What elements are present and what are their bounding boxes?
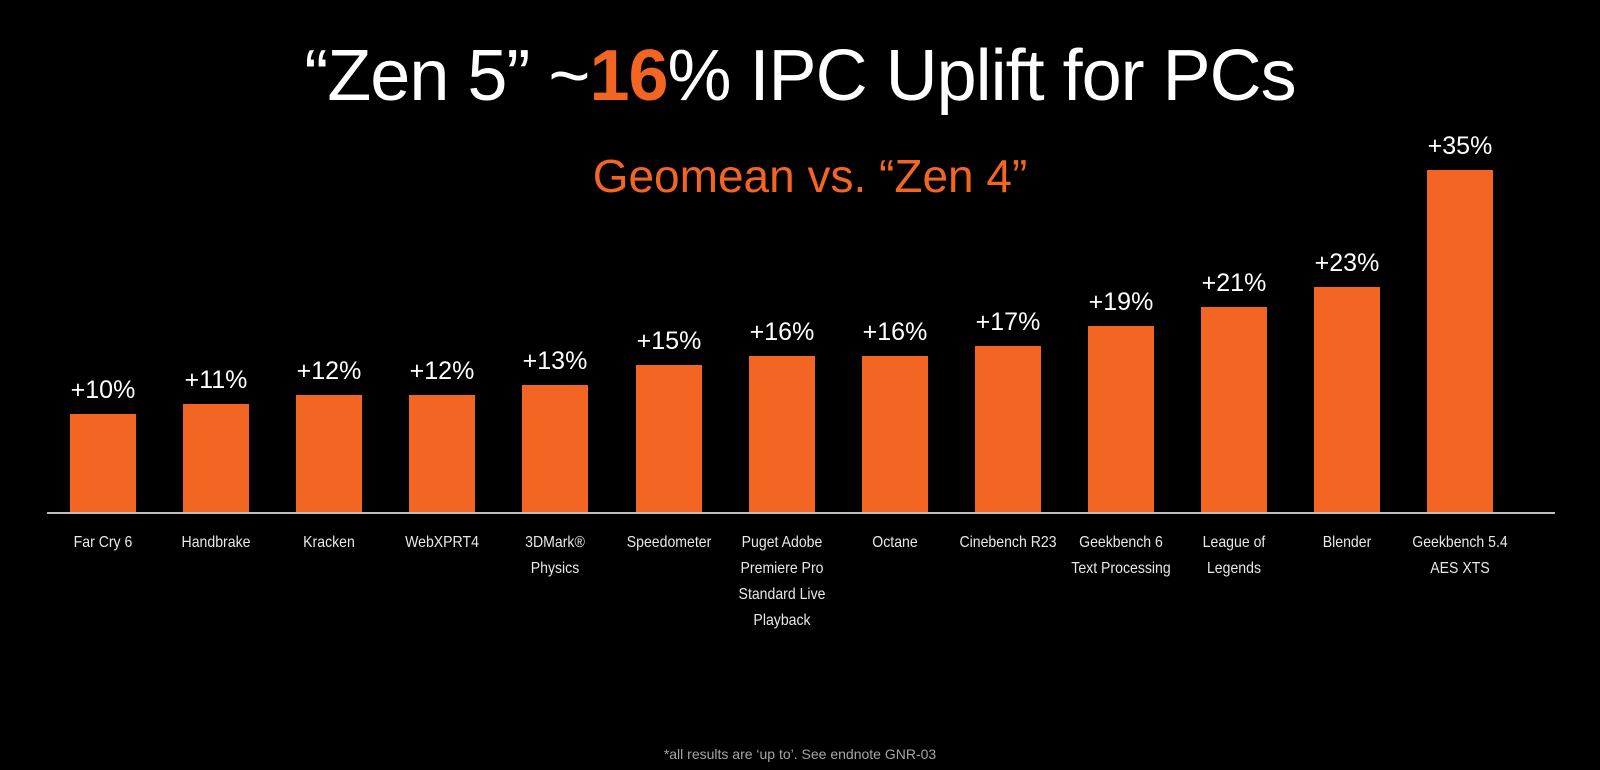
category-label: Cinebench R23 [959, 534, 1057, 551]
bar [522, 385, 588, 512]
bar-value-label: +12% [296, 357, 362, 385]
category-label: Handbrake [181, 534, 251, 551]
bar [862, 356, 928, 512]
bar [1088, 326, 1154, 512]
bar-value-label: +15% [636, 327, 702, 355]
bar [975, 346, 1041, 512]
bar [70, 414, 136, 512]
category-label: League of Legends [1202, 534, 1266, 577]
category-label: Geekbench 6 Text Processing [1071, 534, 1171, 577]
bar-value-label: +12% [409, 357, 475, 385]
page-title: “Zen 5” ~16% IPC Uplift for PCs [0, 40, 1600, 112]
category-label: Geekbench 5.4 AES XTS [1412, 534, 1508, 577]
bar-value-label: +23% [1314, 249, 1380, 277]
bar-value-label: +11% [184, 366, 248, 394]
bar [1427, 170, 1493, 512]
title-prefix: “Zen 5” ~ [304, 36, 590, 116]
bar-value-label: +10% [70, 376, 136, 404]
bar [1201, 307, 1267, 512]
bar [636, 365, 702, 512]
category-label: Puget Adobe Premiere Pro Standard Live P… [738, 534, 826, 629]
title-highlight: 16 [589, 36, 668, 116]
category-label: Octane [872, 534, 918, 551]
bar-value-label: +13% [522, 347, 588, 375]
title-suffix: % IPC Uplift for PCs [667, 36, 1297, 116]
category-label: Speedometer [626, 534, 712, 551]
bar [296, 395, 362, 512]
bar-value-label: +35% [1427, 132, 1493, 160]
bar [183, 404, 249, 512]
bar [1314, 287, 1380, 512]
bar [749, 356, 815, 512]
bar [409, 395, 475, 512]
subtitle: Geomean vs. “Zen 4” [592, 150, 1028, 202]
category-label: Far Cry 6 [73, 534, 133, 551]
bar-value-label: +17% [975, 308, 1041, 336]
bar-value-label: +16% [862, 318, 928, 346]
category-label: Kracken [303, 534, 355, 551]
category-label: Blender [1322, 534, 1372, 551]
bar-value-label: +21% [1201, 269, 1267, 297]
bar-value-label: +16% [749, 318, 815, 346]
category-label: 3DMark® Physics [525, 534, 585, 577]
footnote: *all results are ‘up to’. See endnote GN… [663, 746, 937, 762]
category-label: WebXPRT4 [405, 534, 479, 551]
bar-value-label: +19% [1088, 288, 1154, 316]
x-axis-line [47, 512, 1555, 514]
